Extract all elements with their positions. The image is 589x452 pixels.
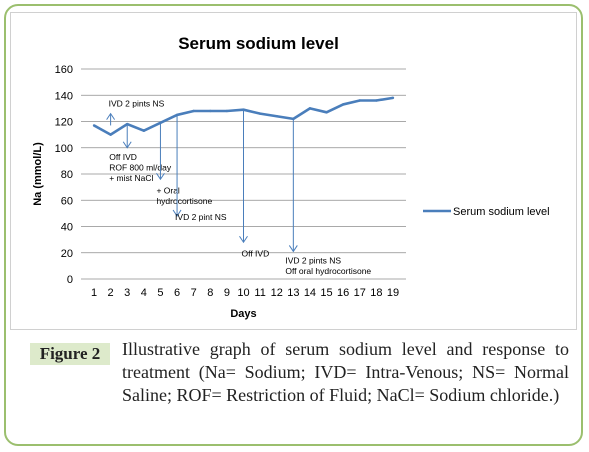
data-point — [109, 133, 112, 136]
x-tick-label: 16 — [337, 287, 349, 299]
data-point — [225, 109, 229, 113]
x-tick-label: 15 — [320, 287, 332, 299]
x-tick-label: 7 — [191, 287, 197, 299]
x-tick-label: 17 — [354, 287, 366, 299]
x-tick-label: 4 — [141, 287, 147, 299]
x-tick-label: 3 — [124, 287, 130, 299]
x-tick-label: 18 — [370, 287, 382, 299]
annotation-arrow-head — [156, 172, 165, 181]
x-tick-label: 19 — [387, 287, 399, 299]
annotation-text: Off IVD — [242, 248, 270, 258]
annotation-text: IVD 2 pints NS — [285, 255, 341, 265]
data-point — [142, 129, 146, 132]
data-point — [341, 103, 345, 106]
data-point — [192, 109, 195, 113]
data-point — [391, 96, 395, 100]
y-tick-label: 20 — [61, 248, 73, 260]
y-axis-label: Na (mmol/L) — [32, 142, 44, 206]
data-point — [209, 109, 212, 113]
chart-container: Serum sodium level 0 20 40 60 80 100 120 140 160 1… — [10, 12, 577, 330]
annotation-text: hydrocortisone — [156, 196, 212, 206]
x-tick-label: 1 — [91, 287, 97, 299]
data-point — [358, 99, 361, 102]
y-tick-label: 120 — [55, 117, 73, 129]
x-tick-label: 14 — [304, 287, 316, 299]
x-tick-label: 8 — [207, 287, 213, 299]
data-point — [258, 112, 262, 115]
annotation-text: Off oral hydrocortisone — [285, 266, 371, 276]
annotation-arrow-head — [239, 235, 248, 244]
annotation-arrow-head — [122, 141, 132, 149]
annotation-arrow-head — [106, 112, 116, 120]
y-tick-label: 140 — [55, 90, 73, 102]
x-tick-label: 6 — [174, 287, 180, 299]
data-point — [308, 107, 312, 110]
annotation-text: IVD 2 pints NS — [109, 99, 165, 109]
x-tick-label: 2 — [108, 287, 114, 299]
y-tick-label: 80 — [61, 169, 73, 181]
chart-title: Serum sodium level — [178, 34, 339, 53]
annotation-arrow-head — [172, 209, 182, 217]
data-point — [325, 111, 328, 114]
legend-label: Serum sodium level — [453, 206, 550, 218]
x-tick-label: 5 — [157, 287, 163, 299]
data-point — [92, 124, 96, 127]
x-tick-label: 11 — [254, 287, 265, 299]
x-axis-label: Days — [230, 308, 256, 320]
annotation-text: ROF 800 ml/day — [109, 162, 172, 172]
y-tick-label: 160 — [55, 64, 73, 76]
y-tick-label: 100 — [55, 143, 73, 155]
x-tick-label: 10 — [237, 287, 249, 299]
serum-sodium-chart: Serum sodium level 0 20 40 60 80 100 120 140 160 1… — [32, 34, 550, 320]
annotation-text: + Oral — [156, 185, 179, 195]
figure-label: Figure 2 — [30, 343, 110, 365]
x-tick-label: 9 — [224, 287, 230, 299]
figure-caption: Illustrative graph of serum sodium level… — [122, 339, 569, 405]
y-tick-label: 60 — [61, 195, 73, 207]
annotation-arrow-head — [288, 245, 298, 253]
y-tick-label: 40 — [61, 222, 73, 234]
data-point — [275, 115, 278, 118]
y-tick-label: 0 — [67, 274, 73, 286]
x-tick-label: 13 — [287, 287, 299, 299]
x-tick-label: 12 — [271, 287, 283, 299]
annotation-text: + mist NaCl — [109, 173, 153, 183]
data-point — [375, 99, 378, 102]
annotation-text: IVD 2 pint NS — [175, 212, 227, 222]
annotation-text: Off IVD — [109, 152, 137, 162]
